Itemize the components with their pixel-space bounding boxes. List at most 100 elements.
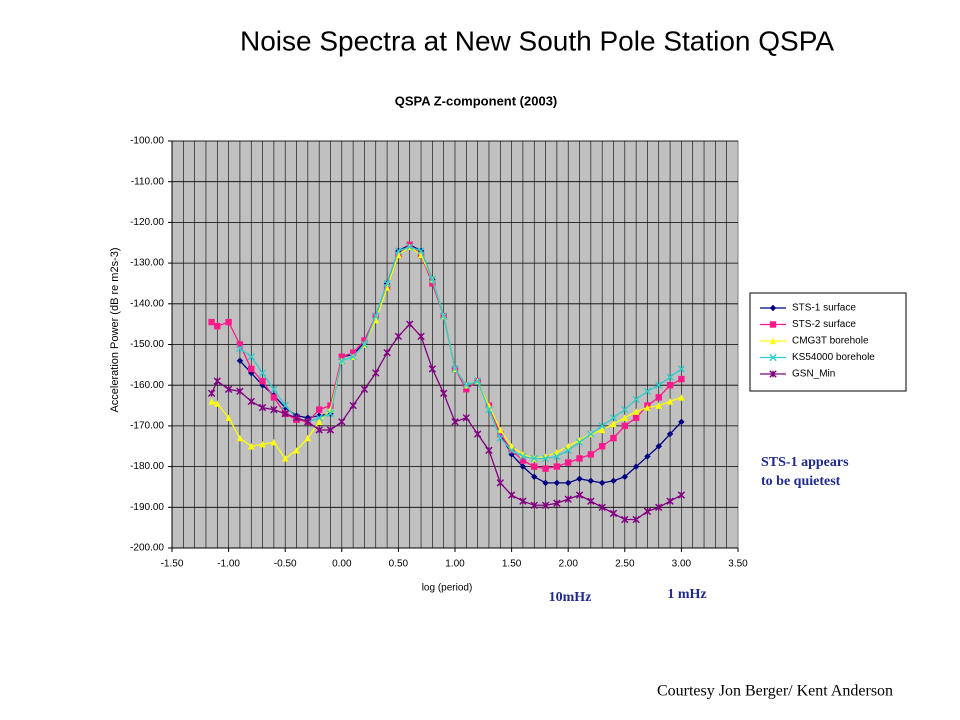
marker — [507, 491, 516, 499]
marker — [213, 377, 221, 385]
marker — [531, 473, 538, 480]
marker — [304, 418, 312, 426]
marker — [417, 247, 425, 255]
marker — [247, 397, 255, 406]
marker — [361, 337, 368, 344]
marker — [598, 503, 606, 511]
marker — [282, 455, 289, 462]
marker — [428, 275, 437, 284]
marker — [349, 353, 357, 361]
marker — [621, 414, 628, 421]
marker — [462, 381, 471, 389]
marker — [473, 430, 482, 438]
marker — [678, 394, 685, 401]
marker — [214, 322, 221, 330]
marker — [214, 400, 221, 407]
marker — [655, 381, 663, 389]
marker — [541, 501, 550, 509]
marker — [769, 353, 777, 362]
marker — [247, 353, 255, 361]
marker — [451, 418, 459, 426]
marker — [632, 408, 640, 415]
marker — [769, 370, 777, 378]
marker — [338, 418, 346, 426]
marker — [678, 418, 685, 426]
annotation: STS-1 appears — [761, 455, 849, 470]
marker — [677, 365, 686, 373]
marker — [655, 443, 662, 450]
marker — [439, 389, 448, 398]
marker — [621, 422, 628, 430]
marker — [281, 409, 289, 418]
marker — [372, 312, 380, 320]
marker — [621, 405, 629, 414]
marker — [609, 509, 618, 518]
legend-box — [749, 292, 907, 392]
marker — [485, 446, 493, 455]
marker — [587, 430, 595, 438]
marker — [394, 332, 403, 341]
marker — [429, 280, 436, 287]
marker — [463, 386, 470, 393]
marker — [678, 375, 685, 383]
marker — [208, 318, 215, 326]
marker — [564, 446, 572, 455]
marker — [553, 463, 561, 470]
marker — [644, 453, 651, 460]
marker — [542, 465, 549, 472]
marker — [360, 340, 369, 349]
marker — [643, 387, 652, 395]
marker — [248, 443, 255, 450]
marker — [473, 377, 482, 385]
marker — [439, 312, 448, 320]
y-tick-label: -200.00 — [130, 543, 164, 554]
marker — [406, 320, 414, 328]
marker — [666, 430, 674, 438]
legend-label: KS54000 borehole — [792, 352, 875, 363]
marker — [655, 394, 662, 401]
marker — [541, 454, 550, 463]
marker — [224, 385, 233, 393]
marker — [632, 515, 640, 524]
marker — [610, 434, 617, 442]
marker — [293, 447, 300, 454]
x-tick-label: 1.50 — [502, 559, 522, 570]
marker — [282, 404, 289, 411]
marker — [225, 318, 232, 326]
marker — [610, 420, 617, 428]
marker — [632, 395, 640, 404]
marker — [349, 349, 357, 356]
marker — [769, 304, 777, 312]
marker — [497, 426, 504, 434]
x-tick-label: -1.50 — [161, 559, 184, 570]
marker — [519, 497, 527, 505]
slide-title: Noise Spectra at New South Pole Station … — [240, 25, 834, 56]
marker — [542, 479, 549, 487]
marker — [462, 414, 471, 422]
marker — [598, 479, 606, 487]
marker — [666, 398, 674, 405]
marker — [610, 477, 617, 485]
marker — [270, 385, 278, 393]
marker — [270, 394, 278, 401]
marker — [677, 491, 686, 499]
marker — [519, 457, 527, 464]
credit: Courtesy Jon Berger/ Kent Anderson — [657, 683, 893, 700]
marker — [666, 373, 674, 381]
y-tick-label: -140.00 — [130, 298, 164, 309]
annotation: to be quietest — [761, 474, 841, 489]
y-tick-label: -180.00 — [130, 461, 164, 472]
marker — [207, 389, 216, 398]
marker — [258, 369, 267, 377]
marker — [270, 405, 278, 414]
marker — [326, 426, 335, 434]
x-tick-label: 0.00 — [332, 559, 352, 570]
marker — [236, 387, 244, 395]
annotation: 1 mHz — [667, 587, 706, 602]
marker — [428, 365, 437, 373]
x-tick-label: 0.50 — [389, 559, 409, 570]
marker — [292, 414, 301, 422]
y-axis-label: Acceleration Power (dB re m2s-3) — [109, 247, 121, 412]
y-tick-label: -160.00 — [130, 380, 164, 391]
